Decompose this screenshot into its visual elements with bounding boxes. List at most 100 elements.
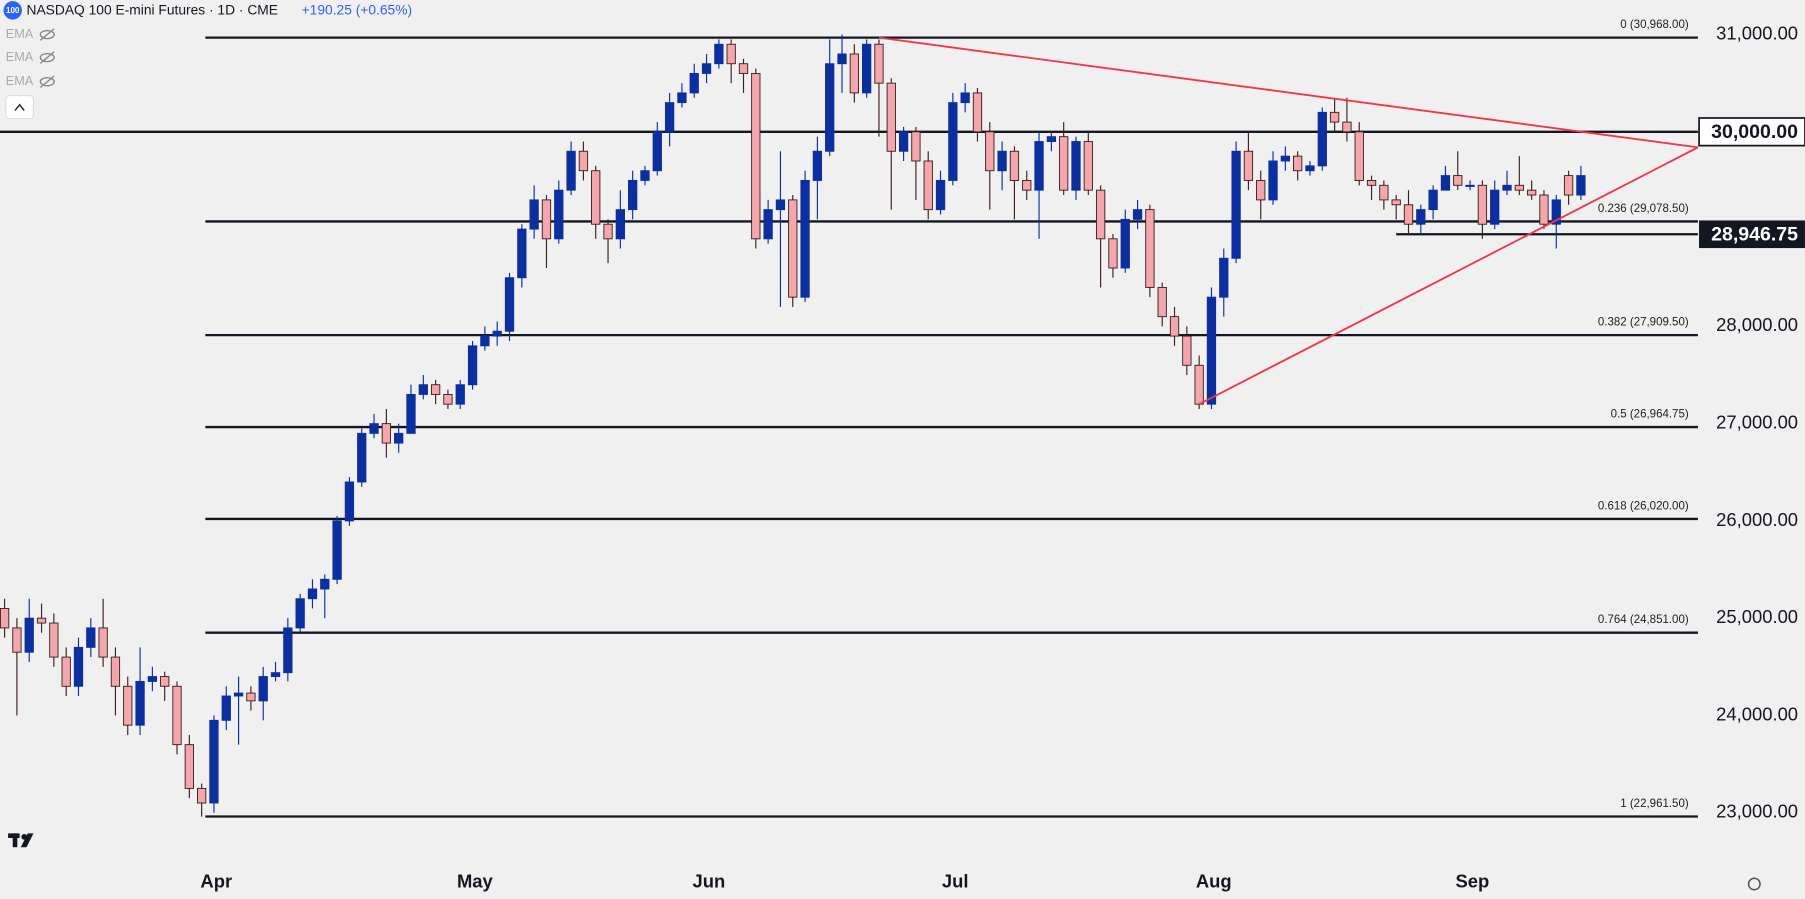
candle-body — [369, 423, 379, 434]
hidden-eye-icons[interactable] — [39, 28, 55, 89]
candle-body — [726, 43, 736, 65]
candle-body — [837, 53, 847, 65]
indicator-label[interactable]: EMA — [6, 50, 34, 64]
y-tick-label: 26,000.00 — [1716, 509, 1798, 530]
candle-body — [1539, 194, 1549, 225]
candle-body — [61, 656, 71, 687]
candle-body — [788, 199, 798, 298]
symbol-title[interactable]: NASDAQ 100 E-mini Futures · 1D · CME — [27, 2, 278, 18]
indicator-label[interactable]: EMA — [6, 74, 34, 88]
y-tick-label: 24,000.00 — [1716, 703, 1798, 724]
candle-body — [849, 53, 859, 94]
price-label: 28,946.75 — [1711, 224, 1798, 246]
candle-body — [1342, 121, 1352, 133]
candle-body — [1428, 189, 1438, 211]
candle-body — [664, 102, 675, 133]
candle-body — [689, 72, 699, 94]
candle-body — [258, 676, 268, 702]
candle-body — [1231, 150, 1241, 259]
candle-body — [135, 680, 145, 726]
candle-body — [1416, 209, 1426, 225]
candle-body — [1293, 155, 1303, 172]
y-tick-label: 23,000.00 — [1716, 801, 1798, 822]
candle-body — [1194, 364, 1204, 405]
candle-body — [1145, 209, 1155, 288]
candle-body — [233, 692, 244, 697]
x-tick-label: Apr — [200, 871, 232, 892]
candle-body — [467, 345, 478, 386]
candle-body — [246, 692, 256, 702]
collapse-icon — [14, 103, 25, 111]
candle-body — [1477, 184, 1488, 225]
candle-body — [86, 627, 96, 648]
candle-body — [184, 744, 194, 789]
candle-body — [36, 617, 47, 624]
fib-label: 0.618 (26,020.00) — [1598, 500, 1689, 512]
price-label: 30,000.00 — [1711, 121, 1798, 143]
fib-label: 1 (22,961.50) — [1620, 798, 1689, 810]
candle-body — [1403, 204, 1414, 225]
trendline — [878, 36, 1699, 149]
candle-body — [492, 330, 502, 337]
x-tick-label: Jun — [692, 871, 725, 892]
candle-body — [1046, 136, 1057, 142]
candle-body — [172, 685, 182, 746]
candle-body — [751, 72, 761, 240]
candle-body — [1465, 184, 1475, 187]
candle-body — [985, 131, 995, 172]
candle-body — [1059, 136, 1069, 191]
candle-body — [307, 588, 318, 600]
candle-body — [1243, 150, 1254, 181]
x-tick-label: Aug — [1196, 871, 1232, 892]
candle-body — [591, 170, 601, 225]
candle-body — [615, 209, 625, 240]
candle-body — [628, 179, 638, 211]
candle-body — [1551, 199, 1561, 225]
candle-body — [1305, 165, 1315, 172]
price-change: +190.25 (+0.65%) — [302, 2, 412, 18]
settings-icon[interactable] — [1747, 877, 1761, 891]
candle-body — [874, 43, 884, 84]
candle-body — [98, 627, 108, 658]
candle-body — [541, 199, 552, 240]
candle-body — [110, 656, 121, 687]
candle-body — [1354, 131, 1364, 181]
candle-body — [430, 384, 441, 395]
candle-body — [1563, 175, 1574, 196]
candle-body — [1022, 179, 1032, 191]
candle-body — [295, 598, 305, 629]
fib-label: 0.5 (26,964.75) — [1611, 408, 1689, 420]
candle-body — [480, 335, 490, 347]
price-label-box — [1699, 220, 1805, 249]
x-tick-label: Jul — [942, 871, 969, 892]
candle-body — [1169, 316, 1180, 337]
fib-label: 0 (30,968.00) — [1620, 19, 1689, 31]
candle-body — [1157, 286, 1167, 318]
candle-body — [578, 150, 589, 172]
candle-body — [652, 131, 662, 172]
candle-body — [923, 160, 933, 211]
candle-body — [1391, 199, 1401, 206]
candle-body — [406, 393, 416, 434]
candle-body — [714, 43, 724, 65]
candle-body — [603, 223, 613, 240]
candle-body — [160, 676, 170, 687]
candle-body — [1083, 141, 1093, 191]
collapse-button[interactable] — [5, 94, 35, 120]
candle-body — [960, 92, 970, 104]
indicator-label[interactable]: EMA — [6, 27, 34, 41]
candle-body — [1502, 184, 1512, 191]
candle-body — [0, 607, 10, 629]
candle-body — [1108, 238, 1118, 269]
candle-body — [898, 131, 909, 152]
candle-body — [1280, 155, 1291, 162]
tradingview-logo — [8, 833, 34, 848]
candle-body — [394, 432, 404, 444]
candle-body — [24, 617, 34, 653]
candle-body — [1256, 179, 1266, 201]
candle-body — [800, 179, 810, 298]
candle-body — [1206, 296, 1217, 405]
candle-body — [1034, 141, 1044, 191]
